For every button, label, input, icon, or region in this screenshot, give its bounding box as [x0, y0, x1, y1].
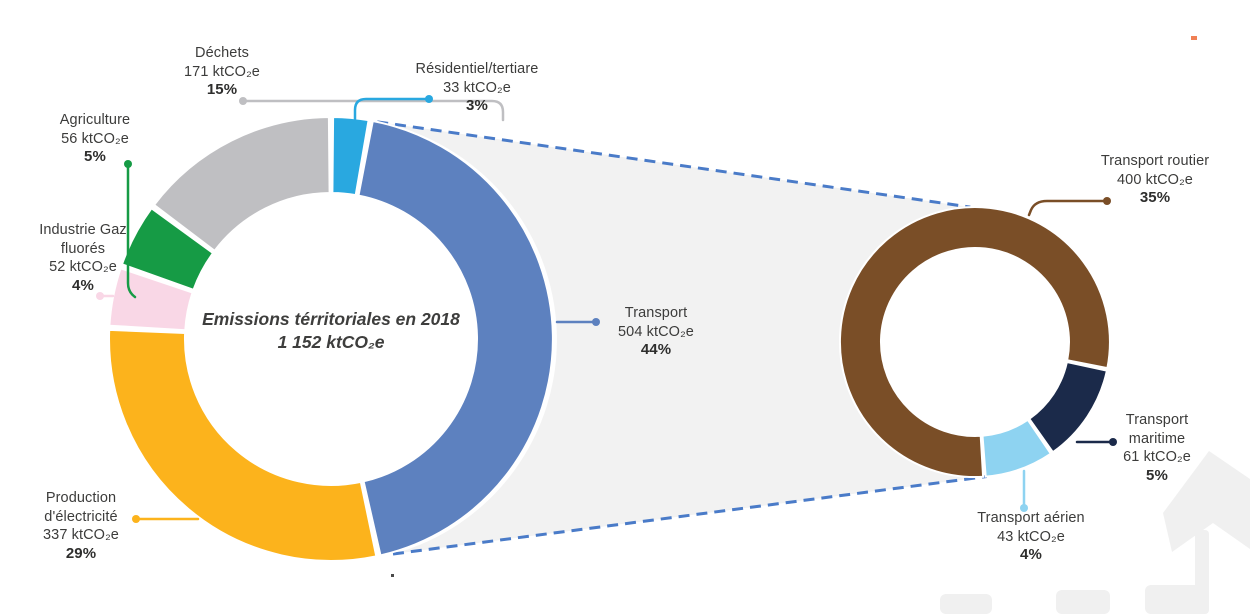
callout-value: 33 ktCO₂e: [443, 79, 511, 96]
callout-transport-maritime: Transport maritime 61 ktCO₂e 5%: [1112, 411, 1202, 485]
callout-value: 171 ktCO₂e: [184, 63, 260, 80]
leader-transport-aerien: [1020, 469, 1028, 512]
callout-name: Industrie Gaz fluorés: [39, 222, 127, 257]
leader-transport-routier: [1027, 197, 1111, 217]
donut-segment-agriculture: [120, 206, 215, 292]
callout-pct: 5%: [84, 148, 106, 165]
callout-name: Transport routier: [1100, 153, 1210, 169]
watermark-block: [1145, 585, 1205, 614]
callout-pct: 3%: [466, 97, 488, 114]
main-donut-center-label: Emissions térritoriales en 2018 1 152 kt…: [166, 308, 496, 354]
leader-dechets: [239, 97, 505, 122]
callout-name: Transport aérien: [977, 510, 1085, 526]
leader-agriculture: [124, 160, 137, 299]
callout-name: Déchets: [195, 45, 249, 61]
callout-pct: 5%: [1146, 466, 1168, 484]
callout-transport: Transport 504 ktCO₂e 44%: [586, 304, 726, 360]
leader-lines: [96, 95, 1117, 523]
leader-transport-maritime: [1075, 438, 1117, 446]
callout-pct: 4%: [1020, 546, 1042, 563]
donut-segment-d-chets: [152, 115, 331, 253]
callout-agriculture: Agriculture 56 ktCO₂e 5%: [40, 111, 150, 167]
callout-name: Transport maritime: [1125, 412, 1189, 447]
center-title: Emissions térritoriales en 2018: [202, 309, 460, 329]
watermark-shapes: [940, 451, 1250, 614]
callout-name: Agriculture: [59, 112, 131, 128]
center-value: 1 152 ktCO₂e: [277, 332, 385, 352]
callout-pct: 29%: [65, 544, 97, 562]
tiny-dot-mark: [391, 574, 394, 577]
callout-name: Résidentiel/tertiare: [415, 61, 539, 77]
watermark-chevron: [1163, 451, 1250, 552]
leader-industrie: [96, 292, 115, 300]
leader-production: [132, 515, 200, 523]
callout-name: Transport: [624, 305, 688, 321]
callout-transport-aerien: Transport aérien 43 ktCO₂e 4%: [956, 509, 1106, 565]
connector-dashed-line-top: [376, 120, 971, 209]
watermark-block: [940, 594, 992, 614]
callout-value: 400 ktCO₂e: [1117, 171, 1193, 188]
donut-segment-transport-maritime: [1027, 360, 1109, 454]
callout-value: 337 ktCO₂e: [43, 527, 119, 543]
donut-segment-transport-routier: [838, 206, 1111, 479]
donut-segment-r-sidentiel-tertiare: [331, 115, 370, 197]
callout-pct: 4%: [72, 276, 94, 294]
donut-segment-transport: [357, 119, 554, 557]
transport-sub-donut: [838, 206, 1111, 479]
callout-value: 504 ktCO₂e: [618, 323, 694, 340]
callout-value: 52 ktCO₂e: [49, 259, 117, 275]
leader-residentiel: [353, 95, 433, 121]
donut-segment-industrie-gaz-fluor-s: [108, 267, 194, 332]
callout-pct: 15%: [206, 81, 238, 98]
leader-transport: [555, 318, 600, 326]
callout-dechets: Déchets 171 ktCO₂e 15%: [162, 44, 282, 100]
tiny-orange-mark: [1191, 36, 1197, 40]
watermark-block: [1056, 590, 1110, 614]
callout-production: Production d'électricité 337 ktCO₂e 29%: [31, 489, 131, 563]
callout-name: Production d'électricité: [44, 490, 118, 525]
callout-pct: 35%: [1139, 189, 1171, 206]
callout-industrie: Industrie Gaz fluorés 52 ktCO₂e 4%: [38, 221, 128, 295]
callout-pct: 44%: [640, 341, 672, 358]
donut-segment-production-d-lectricit-: [108, 328, 378, 562]
callout-transport-routier: Transport routier 400 ktCO₂e 35%: [1080, 152, 1230, 208]
connector-dashed-line-bottom: [392, 475, 987, 556]
callout-value: 61 ktCO₂e: [1123, 449, 1191, 465]
connector-highlight-area: [377, 121, 987, 555]
callout-value: 43 ktCO₂e: [997, 528, 1065, 545]
callout-residentiel: Résidentiel/tertiare 33 ktCO₂e 3%: [397, 60, 557, 116]
callout-value: 56 ktCO₂e: [61, 130, 129, 147]
donut-segment-transport-a-rien: [981, 418, 1053, 478]
main-donut: [108, 115, 554, 562]
